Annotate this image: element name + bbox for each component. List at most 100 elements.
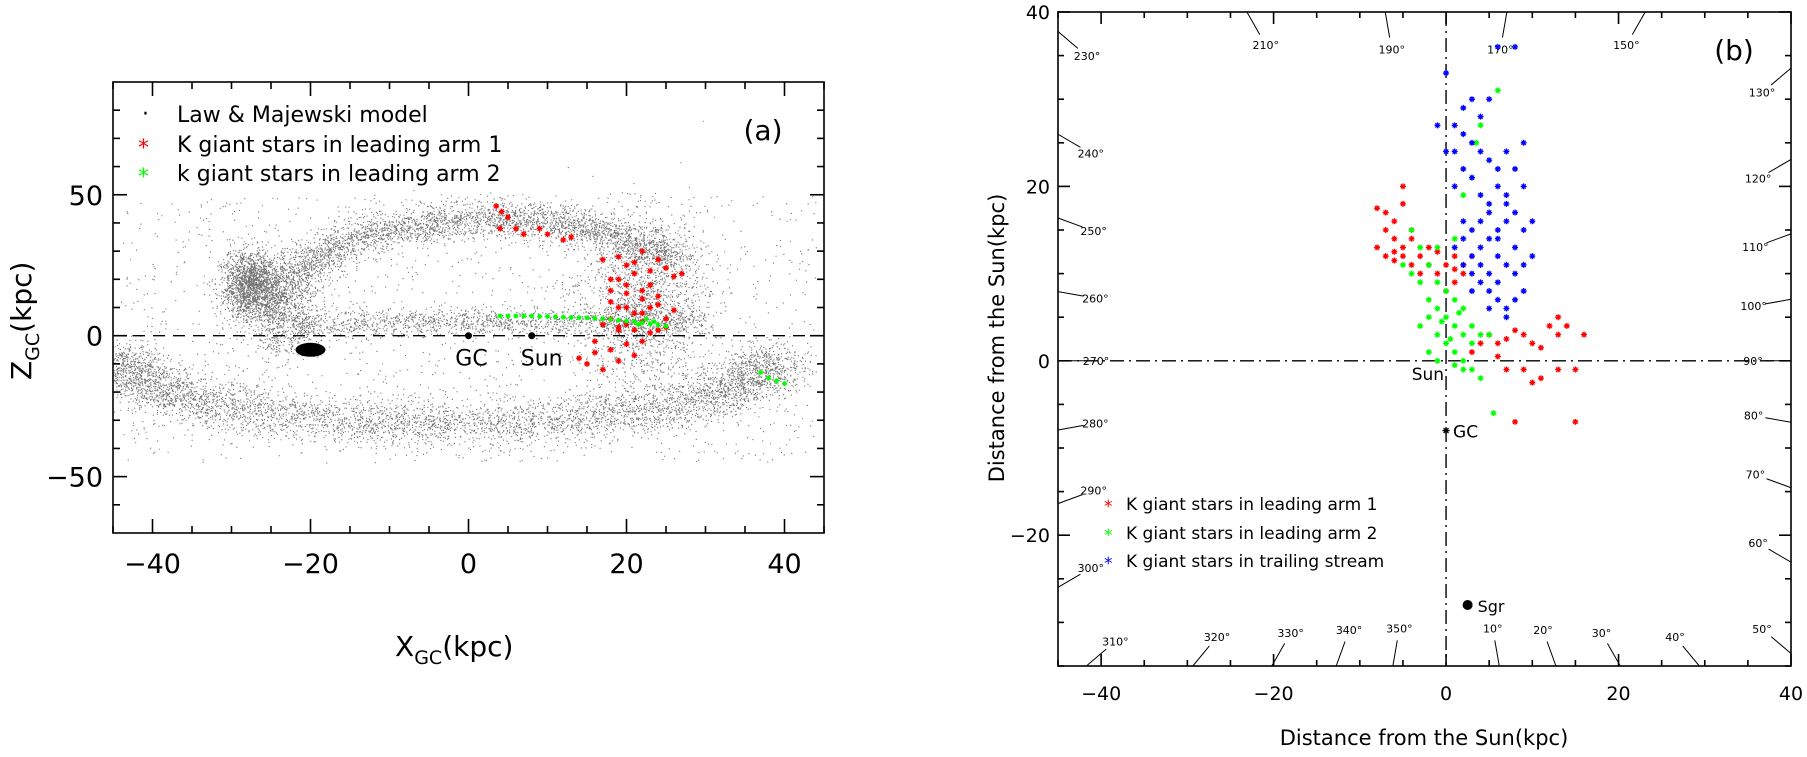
b-series-2-point (1468, 253, 1475, 260)
b-series-2-point (1460, 261, 1467, 268)
b-series-2-point (1520, 261, 1527, 268)
b-series-1-point (1451, 296, 1458, 303)
b-angle-tick (1057, 424, 1084, 431)
panel-b-angle-ticks: 210° 190° 170° 150°130°120°110°100°90°80°70… (1057, 11, 1792, 667)
b-series-0-point (1512, 327, 1519, 334)
b-series-1-point (1477, 122, 1484, 129)
a-series-0-point (505, 214, 511, 221)
panel-a-legend: · Law & Majewski model * K giant stars i… (138, 102, 502, 190)
b-series-1-point (1434, 279, 1441, 286)
b-series-1-point (1486, 331, 1493, 338)
b-series-0-point (1520, 366, 1527, 373)
b-series-0-point (1468, 349, 1475, 356)
a-series-0-point (678, 270, 685, 277)
a-series-0-point (544, 231, 551, 238)
b-angle-tick (1770, 636, 1792, 654)
b-series-0-point (1581, 331, 1588, 338)
b-angle-tick (1768, 548, 1792, 563)
legend-a-label-2: k giant stars in leading arm 2 (177, 162, 501, 187)
b-series-2-point (1460, 165, 1467, 172)
b-series-0-point (1382, 253, 1389, 260)
b-series-0-point (1382, 209, 1389, 216)
b-angle-tick (1057, 573, 1081, 588)
b-angle-label: 230° (1074, 50, 1101, 63)
b-angle-label: 340° (1336, 624, 1363, 637)
legend-a-label-0: Law & Majewski model (177, 103, 428, 128)
a-series-0-point (607, 276, 614, 283)
b-series-2-point (1503, 305, 1510, 312)
b-series-0-point (1555, 366, 1562, 373)
b-series-1-point (1425, 261, 1432, 268)
b-series-2-point (1477, 148, 1484, 155)
b-series-0-point (1503, 336, 1510, 342)
a-series-0-point (670, 307, 677, 314)
a-series-0-point (568, 234, 575, 241)
b-ytick-label: 0 (1038, 351, 1050, 373)
b-series-1-point (1417, 322, 1424, 329)
panel-b-frame (1057, 11, 1792, 667)
a-series-1-point (513, 313, 519, 319)
b-angle-tick (1765, 298, 1792, 305)
b-series-2-point (1486, 157, 1493, 164)
b-series-0-point (1555, 314, 1562, 321)
b-angle-label: 20° (1533, 624, 1553, 637)
b-series-1-point (1438, 318, 1445, 325)
b-point-label-sgr: Sgr (1478, 597, 1505, 616)
a-series-1-point (600, 316, 606, 322)
a-xtick-label: 20 (609, 549, 643, 580)
b-angle-label: 250° (1080, 225, 1107, 238)
a-series-1-point (505, 313, 511, 319)
b-angle-tick (1766, 233, 1792, 244)
a-series-0-point (655, 256, 662, 263)
a-series-0-point (663, 315, 669, 322)
b-series-0-point (1572, 366, 1579, 373)
b-ytick-label: 40 (1026, 2, 1050, 24)
b-angle-label: 70° (1746, 469, 1766, 482)
b-series-0-point (1425, 244, 1432, 251)
b-series-1-point (1460, 305, 1467, 312)
panel-a-ylabel: ZGC(kpc) (5, 262, 44, 380)
b-angle-label: 320° (1204, 631, 1231, 644)
b-angle-label: 10° (1483, 623, 1503, 636)
a-series-0-point (497, 225, 504, 232)
b-angle-label: 150° (1613, 39, 1640, 52)
b-series-0-point (1546, 322, 1553, 329)
b-series-0-point (1399, 253, 1406, 260)
b-series-2-point (1468, 227, 1475, 233)
b-series-2-point (1512, 270, 1519, 277)
b-series-2-point (1503, 218, 1510, 225)
b-angle-label: 170° (1487, 43, 1514, 56)
b-series-2-point (1451, 183, 1458, 190)
b-xtick-label: −20 (1254, 683, 1294, 705)
a-series-0-point (639, 296, 646, 303)
b-series-2-point (1503, 148, 1510, 155)
b-series-2-point (1468, 96, 1475, 103)
a-series-1-point (631, 319, 637, 325)
b-series-2-point (1451, 148, 1458, 155)
b-angle-label: 30° (1592, 627, 1612, 640)
a-series-0-point (639, 310, 646, 317)
b-series-0-point (1391, 248, 1398, 255)
b-angle-tick (1631, 11, 1646, 35)
a-model-particles (114, 120, 817, 464)
a-series-0-point (670, 273, 677, 280)
b-series-0-point (1434, 248, 1441, 255)
a-xtick-label: 0 (460, 549, 477, 580)
b-xtick-label: 20 (1606, 683, 1630, 705)
b-angle-label: 80° (1744, 410, 1764, 423)
b-angle-tick (1494, 640, 1500, 667)
b-series-0-point (1555, 331, 1562, 338)
b-series-2-point (1494, 279, 1501, 286)
b-series-1-point (1434, 331, 1441, 338)
b-series-0-point (1374, 205, 1381, 212)
b-angle-label: 50° (1752, 623, 1772, 636)
b-series-2-point (1468, 139, 1475, 146)
b-angle-label: 290° (1080, 484, 1107, 497)
panel-b: 210° 190° 170° 150°130°120°110°100°90°80°70… (985, 2, 1803, 750)
a-series-1-point (643, 316, 649, 322)
a-series-1-point (584, 315, 590, 321)
a-point-gc (465, 332, 472, 340)
panel-b-ticks: −40 −20 0 20 40 −20 0 20 40 (1010, 2, 1803, 705)
b-series-0-point (1451, 266, 1458, 273)
